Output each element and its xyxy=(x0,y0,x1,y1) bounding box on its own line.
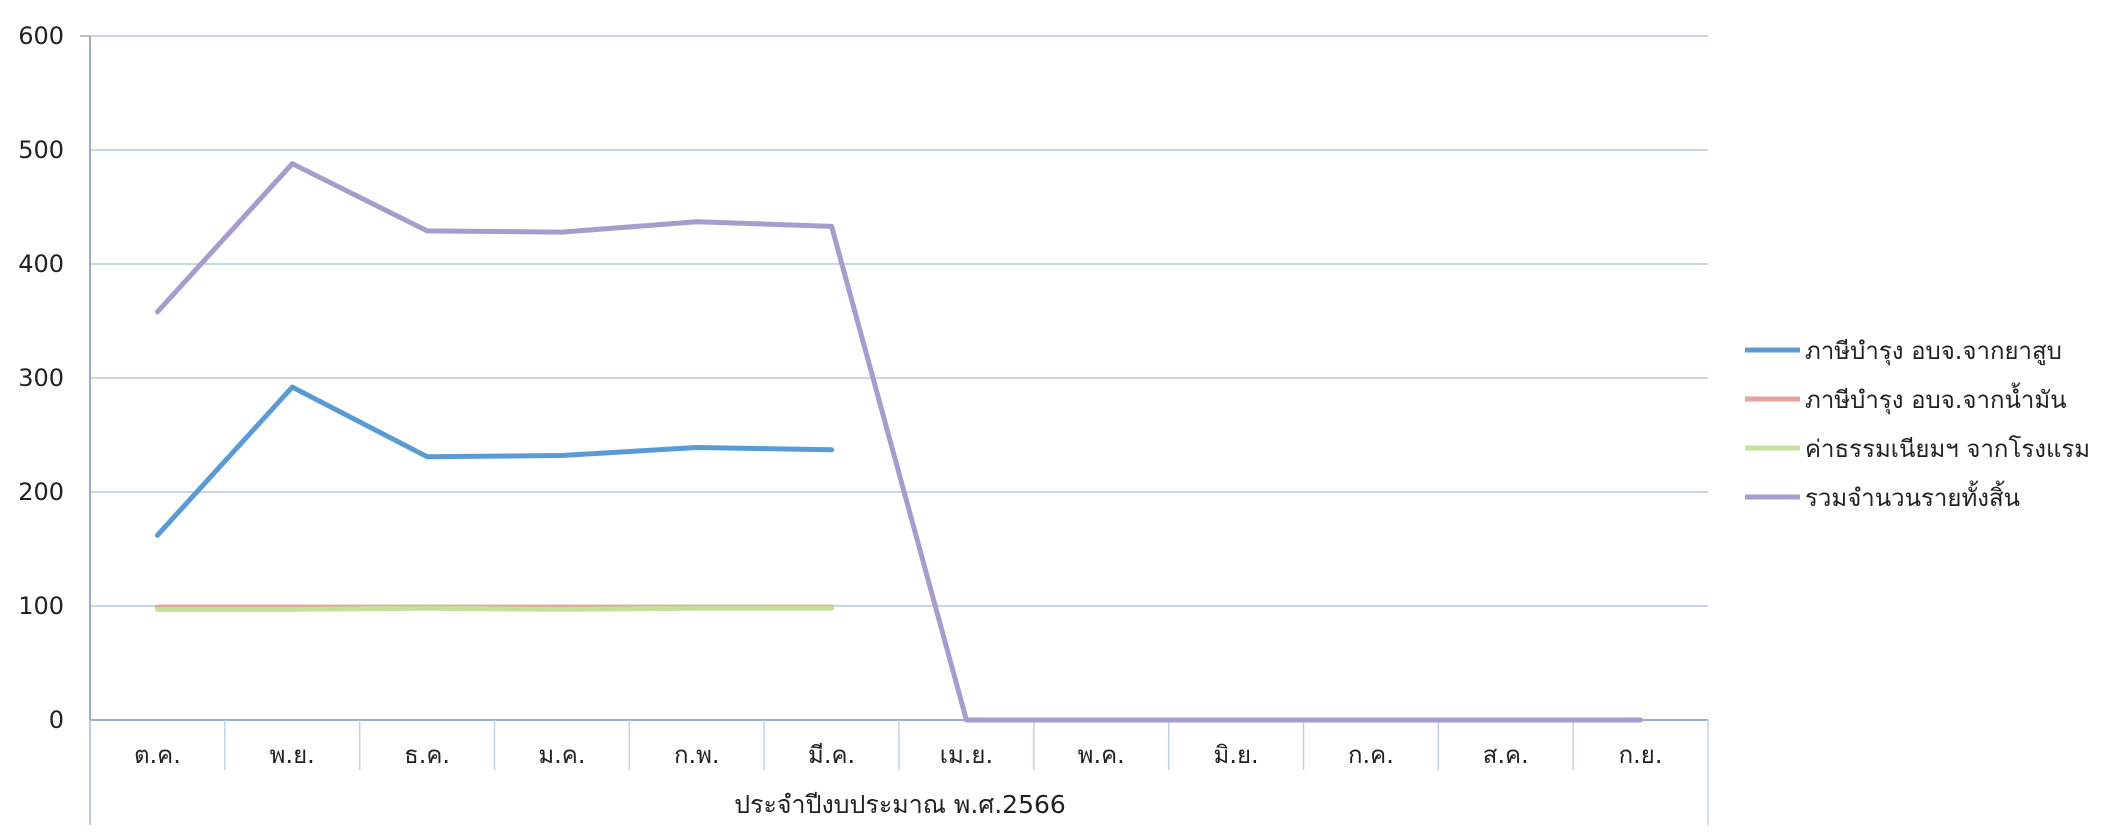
series-line-3 xyxy=(154,605,835,612)
x-tick-label: ส.ค. xyxy=(1483,741,1529,769)
x-tick-label: พ.ย. xyxy=(270,741,315,769)
x-tick-label: ก.ย. xyxy=(1619,741,1663,769)
series-line-1 xyxy=(154,384,835,538)
y-tick-label: 600 xyxy=(18,22,64,50)
y-tick-label: 500 xyxy=(18,136,64,164)
x-tick-label: ก.พ. xyxy=(674,741,720,769)
legend-label-2: ภาษีบำรุง อบจ.จากน้ำมัน xyxy=(1805,382,2067,415)
y-tick-label: 100 xyxy=(18,592,64,620)
gridlines xyxy=(90,35,1708,607)
x-tick-label: ธ.ค. xyxy=(404,741,450,769)
x-tick-label: มิ.ย. xyxy=(1214,741,1259,769)
series-line-4 xyxy=(154,161,1644,723)
legend-label-1: ภาษีบำรุง อบจ.จากยาสูบ xyxy=(1805,337,2062,366)
x-tick-label: ต.ค. xyxy=(134,741,181,769)
axes: 0 100 200 300 400 500 600 ต.ค. พ.ย. ธ.ค. ม.ค. ก.พ. ม… xyxy=(18,22,1709,825)
y-tick-label: 200 xyxy=(18,478,64,506)
x-tick-label: ม.ค. xyxy=(538,741,585,769)
y-tick-label: 400 xyxy=(18,250,64,278)
x-tick-label: ก.ค. xyxy=(1348,741,1394,769)
x-axis-title: ประจำปีงบประมาณ พ.ศ.2566 xyxy=(734,790,1066,819)
y-tick-label: 300 xyxy=(18,364,64,392)
x-tick-label: พ.ค. xyxy=(1078,741,1125,769)
legend-label-3: ค่าธรรมเนียมฯ จากโรงแรม xyxy=(1805,435,2090,463)
series-lines xyxy=(154,161,1644,723)
x-tick-label: เม.ย. xyxy=(940,741,993,769)
legend-label-4: รวมจำนวนรายทั้งสิ้น xyxy=(1805,480,2020,512)
x-tick-label: มี.ค. xyxy=(808,741,855,769)
y-tick-label: 0 xyxy=(49,706,64,734)
